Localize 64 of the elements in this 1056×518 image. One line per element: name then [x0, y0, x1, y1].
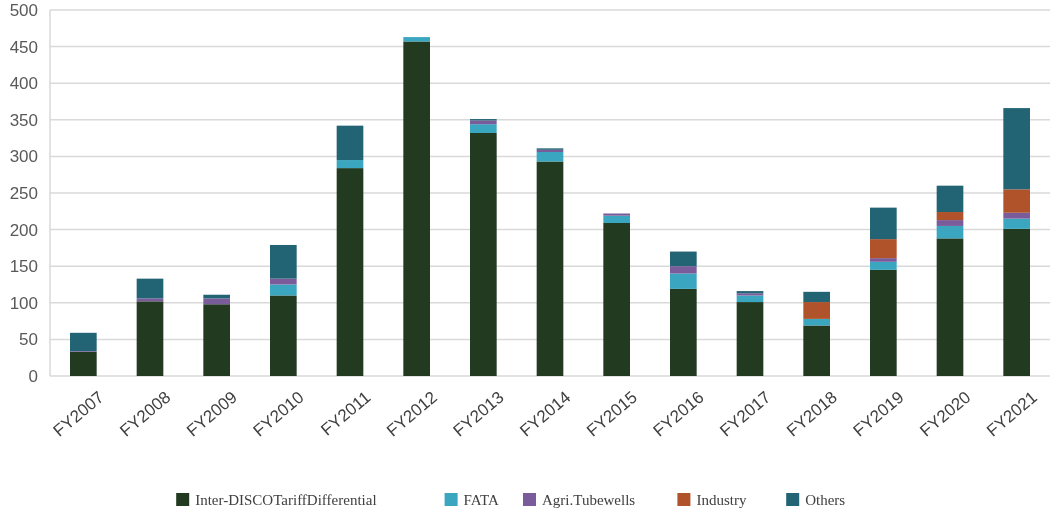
bar	[803, 325, 830, 376]
bar	[470, 124, 497, 133]
bar	[1003, 108, 1030, 190]
bar	[136, 278, 164, 299]
bar	[203, 304, 230, 376]
bar	[136, 298, 164, 302]
bar	[603, 215, 630, 224]
bar	[270, 295, 297, 376]
bar	[936, 238, 964, 376]
bar	[803, 302, 830, 319]
bar	[870, 239, 897, 259]
bar	[336, 125, 364, 161]
bar	[536, 161, 564, 376]
bar	[670, 251, 697, 267]
legend-label: Agri.Tubewells	[542, 492, 636, 509]
bar	[270, 278, 297, 285]
y-tick-label: 100	[9, 293, 38, 313]
y-tick-label: 500	[9, 0, 38, 20]
bar	[870, 207, 897, 240]
y-tick-label: 300	[9, 147, 38, 167]
bar	[936, 220, 964, 226]
y-tick-label: 50	[19, 330, 38, 350]
bar	[336, 160, 364, 169]
y-tick-label: 400	[9, 74, 38, 94]
y-tick-label: 150	[9, 257, 38, 277]
bar	[736, 302, 764, 376]
bar	[403, 37, 430, 42]
bar	[136, 301, 164, 376]
bar	[1003, 218, 1030, 229]
bar	[70, 332, 97, 352]
bar	[203, 298, 230, 305]
legend-label: FATA	[463, 492, 499, 509]
bar	[870, 258, 897, 262]
bar	[736, 295, 764, 303]
bar	[603, 223, 630, 376]
bar	[403, 41, 430, 376]
legend-label: Industry	[696, 492, 747, 509]
bar	[670, 266, 697, 274]
bar	[936, 225, 964, 239]
y-tick-label: 250	[9, 183, 38, 203]
bar	[936, 185, 964, 213]
bar	[870, 261, 897, 270]
legend-label: Others	[805, 492, 846, 509]
bar	[936, 212, 964, 221]
legend-label: Inter-DISCOTariffDifferential	[195, 492, 377, 509]
bar	[270, 284, 297, 296]
bar	[670, 273, 697, 289]
bar	[1003, 189, 1030, 213]
bar	[603, 213, 630, 216]
bar	[803, 318, 830, 326]
bar	[470, 132, 497, 376]
bar	[670, 288, 697, 376]
bar	[70, 351, 97, 376]
bar	[1003, 228, 1030, 376]
bar	[336, 168, 364, 376]
bar	[270, 244, 297, 279]
y-tick-label: 200	[9, 220, 38, 240]
bar	[1003, 212, 1030, 219]
y-tick-label: 0	[28, 366, 38, 386]
bar	[870, 269, 897, 376]
y-tick-label: 450	[9, 37, 38, 57]
y-tick-label: 350	[9, 110, 38, 130]
bar	[536, 152, 564, 162]
bar	[803, 291, 830, 303]
